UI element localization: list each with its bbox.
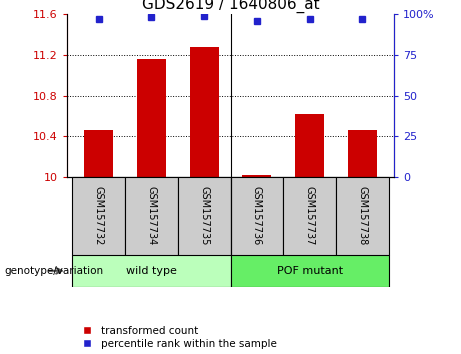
Text: GSM157736: GSM157736 [252, 186, 262, 246]
Bar [137, 59, 166, 177]
Bar [230, 255, 389, 287]
Text: GSM157734: GSM157734 [146, 186, 156, 246]
Bar [284, 177, 336, 255]
Bar [242, 175, 272, 177]
Title: GDS2619 / 1640806_at: GDS2619 / 1640806_at [142, 0, 319, 13]
Text: wild type: wild type [126, 266, 177, 276]
Bar [125, 177, 177, 255]
Text: GSM157732: GSM157732 [94, 186, 104, 246]
Bar [84, 130, 113, 177]
Bar [72, 177, 125, 255]
Text: GSM157737: GSM157737 [305, 186, 315, 246]
Bar [348, 130, 377, 177]
Bar [230, 177, 284, 255]
Legend: transformed count, percentile rank within the sample: transformed count, percentile rank withi… [77, 326, 277, 349]
Text: genotype/variation: genotype/variation [5, 266, 104, 276]
Bar [295, 114, 324, 177]
Text: POF mutant: POF mutant [277, 266, 343, 276]
Bar [72, 255, 230, 287]
Text: GSM157735: GSM157735 [199, 186, 209, 246]
Bar [336, 177, 389, 255]
Bar [189, 47, 219, 177]
Text: GSM157738: GSM157738 [357, 186, 367, 246]
Bar [177, 177, 230, 255]
